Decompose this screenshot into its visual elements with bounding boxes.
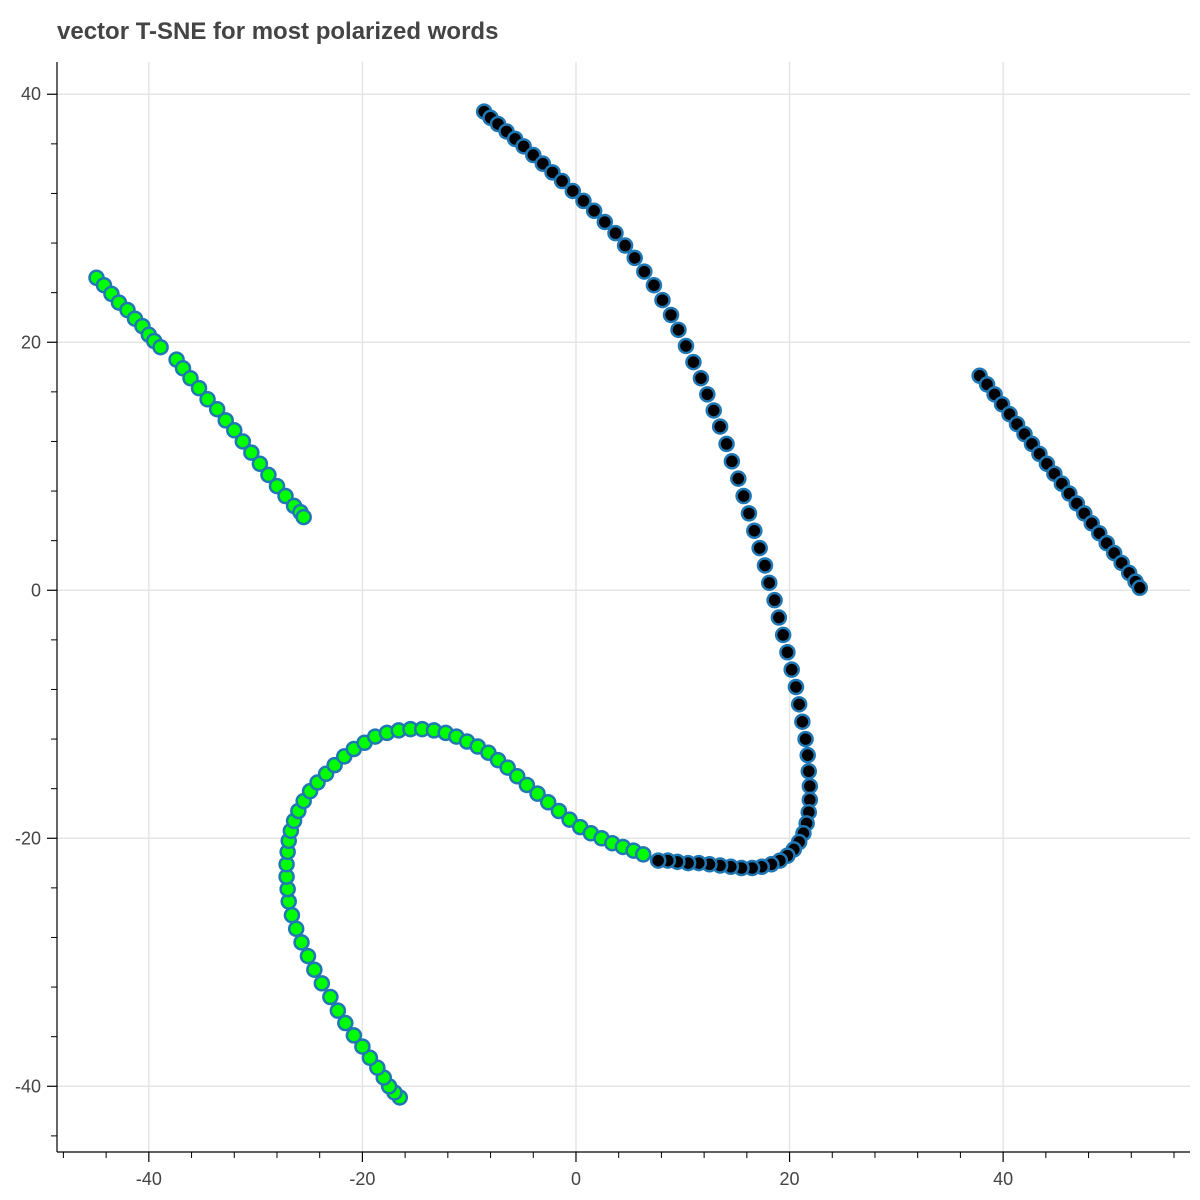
x-tick-label: 40 bbox=[993, 1169, 1013, 1189]
data-point bbox=[677, 337, 695, 355]
data-point bbox=[518, 776, 536, 794]
data-point bbox=[799, 746, 816, 764]
data-point bbox=[152, 338, 169, 356]
data-point bbox=[306, 961, 323, 978]
y-tick-label: 20 bbox=[21, 332, 41, 352]
data-point bbox=[756, 557, 774, 574]
data-point bbox=[208, 400, 226, 418]
chart-title: vector T-SNE for most polarized words bbox=[57, 18, 499, 45]
data-point bbox=[539, 794, 557, 811]
data-point bbox=[670, 321, 687, 339]
data-point bbox=[299, 947, 317, 965]
data-point bbox=[616, 237, 634, 254]
data-point bbox=[260, 466, 277, 484]
data-point bbox=[564, 182, 582, 200]
data-point bbox=[735, 487, 752, 505]
data-point bbox=[553, 172, 571, 190]
data-point bbox=[730, 470, 747, 487]
data-point bbox=[685, 353, 702, 371]
data-point bbox=[243, 444, 260, 461]
y-tick-label: -20 bbox=[15, 828, 41, 848]
data-point bbox=[295, 508, 312, 526]
data-point bbox=[635, 846, 652, 863]
data-point bbox=[251, 455, 269, 473]
data-point bbox=[783, 661, 800, 678]
y-tick-label: 0 bbox=[31, 580, 41, 600]
data-point bbox=[287, 920, 305, 938]
data-point bbox=[740, 505, 758, 522]
data-point bbox=[746, 522, 763, 539]
series-1 bbox=[475, 103, 1149, 877]
data-point bbox=[790, 696, 808, 713]
data-point bbox=[575, 192, 592, 210]
data-point bbox=[550, 802, 568, 820]
data-point bbox=[649, 852, 667, 869]
data-point bbox=[226, 422, 243, 439]
x-tick-label: -20 bbox=[349, 1169, 375, 1189]
data-point bbox=[313, 975, 331, 992]
data-point bbox=[711, 418, 729, 435]
data-point bbox=[705, 402, 722, 419]
data-point bbox=[529, 785, 546, 802]
data-point bbox=[794, 713, 811, 730]
x-tick-label: -40 bbox=[136, 1169, 162, 1189]
data-point bbox=[596, 213, 614, 231]
data-point bbox=[337, 1014, 354, 1032]
data-point bbox=[354, 1038, 371, 1055]
x-tick-label: 20 bbox=[780, 1169, 800, 1189]
data-point bbox=[751, 539, 768, 557]
data-point bbox=[190, 379, 208, 397]
data-point bbox=[636, 263, 653, 280]
data-point bbox=[361, 1049, 379, 1067]
data-point bbox=[645, 276, 663, 294]
data-point bbox=[766, 591, 783, 609]
data-point bbox=[723, 453, 741, 470]
data-point bbox=[585, 202, 603, 220]
y-tick-label: -40 bbox=[15, 1076, 41, 1096]
data-point bbox=[345, 1027, 363, 1044]
data-point bbox=[770, 609, 788, 626]
data-point bbox=[293, 934, 310, 951]
data-point bbox=[322, 988, 339, 1006]
data-point bbox=[779, 644, 796, 661]
data-point bbox=[699, 386, 716, 403]
x-tick-label: 0 bbox=[571, 1169, 581, 1189]
data-point bbox=[199, 391, 216, 408]
data-point bbox=[234, 433, 252, 450]
data-point bbox=[654, 291, 671, 309]
data-point bbox=[774, 626, 792, 644]
data-point bbox=[692, 369, 710, 387]
data-point bbox=[800, 763, 818, 780]
data-point bbox=[607, 224, 624, 242]
data-point bbox=[787, 678, 805, 696]
data-point bbox=[329, 1002, 347, 1019]
y-tick-label: 40 bbox=[21, 84, 41, 104]
data-point bbox=[718, 435, 735, 453]
data-point bbox=[797, 730, 814, 748]
data-points bbox=[88, 103, 1149, 1106]
data-point bbox=[283, 906, 301, 924]
data-point bbox=[761, 574, 778, 592]
data-point bbox=[662, 306, 680, 324]
data-point bbox=[1131, 579, 1149, 597]
data-point bbox=[626, 249, 643, 267]
grid bbox=[57, 62, 1190, 1152]
data-point bbox=[801, 777, 819, 795]
series-0 bbox=[88, 269, 652, 1106]
axes: -40 -20 0 20 40 40 20 0 -20 -40 bbox=[15, 62, 1190, 1189]
